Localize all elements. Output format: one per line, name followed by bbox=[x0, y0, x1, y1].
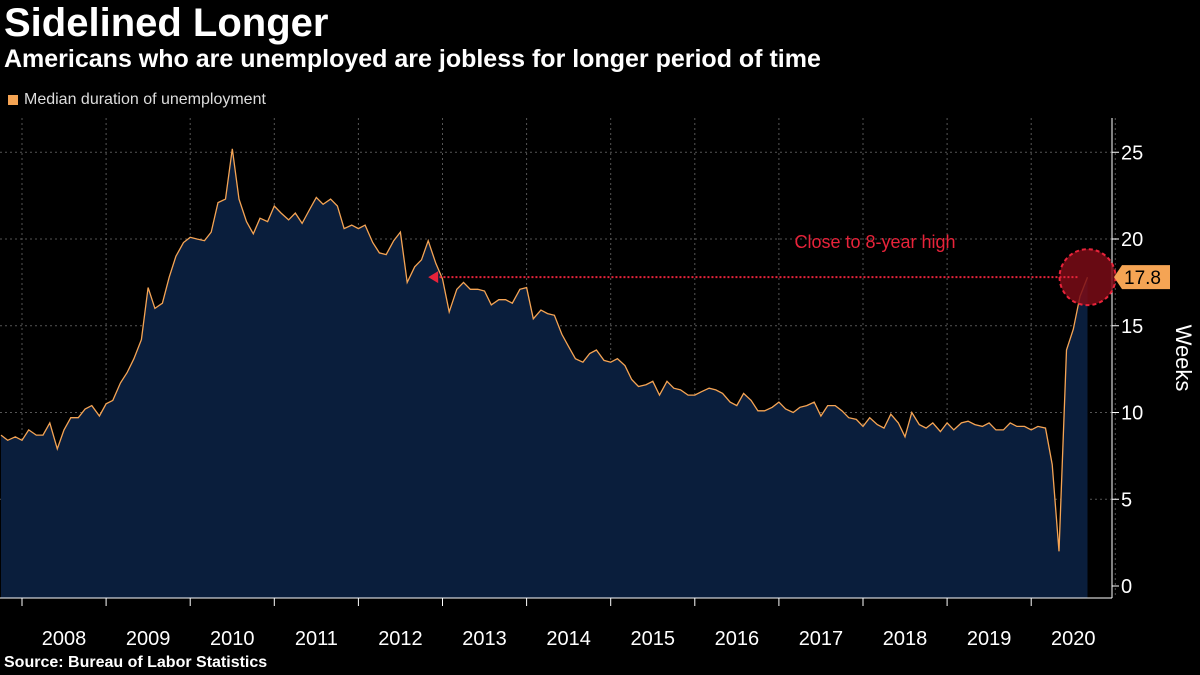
y-tick-label: 0 bbox=[1121, 576, 1132, 598]
x-tick-label: 2008 bbox=[42, 628, 87, 650]
annotations: Close to 8-year high 17.8 bbox=[428, 232, 1170, 307]
x-tick-label: 2011 bbox=[295, 628, 338, 650]
x-tick-label: 2009 bbox=[126, 628, 171, 650]
x-tick-label: 2014 bbox=[546, 628, 591, 650]
x-tick-label: 2012 bbox=[378, 628, 423, 650]
annotation-text: Close to 8-year high bbox=[794, 232, 955, 252]
x-tick-label: 2020 bbox=[1051, 628, 1096, 650]
series-area bbox=[1, 148, 1088, 599]
y-tick-label: 5 bbox=[1121, 489, 1132, 511]
x-tick-label: 2013 bbox=[462, 628, 507, 650]
annotation-arrowhead bbox=[428, 271, 439, 284]
x-tick-label: 2017 bbox=[799, 628, 844, 650]
x-tick-label: 2016 bbox=[715, 628, 760, 650]
x-tick-label: 2018 bbox=[883, 628, 928, 650]
y-tick-label: 10 bbox=[1121, 403, 1143, 425]
last-value-box bbox=[1114, 265, 1170, 290]
series-line bbox=[0, 148, 1089, 552]
source-note: Source: Bureau of Labor Statistics bbox=[4, 654, 268, 671]
y-axis-label: Weeks bbox=[1171, 325, 1196, 392]
y-tick-label: 25 bbox=[1121, 142, 1143, 164]
legend: Median duration of unemployment bbox=[8, 90, 266, 110]
x-tick-label: 2015 bbox=[631, 628, 676, 650]
chart-title: Sidelined Longer bbox=[4, 1, 329, 45]
chart-subtitle: Americans who are unemployed are jobless… bbox=[4, 45, 821, 73]
legend-swatch bbox=[8, 95, 18, 105]
last-value-callout: 17.8 bbox=[1114, 265, 1170, 290]
legend-label: Median duration of unemployment bbox=[24, 91, 266, 108]
x-tick-label: 2019 bbox=[967, 628, 1012, 650]
axes: 0 5 10 15 20 25 2008 2009 2010 2011 2012 2013 2014 20… bbox=[0, 118, 1196, 650]
y-tick-label: 15 bbox=[1121, 316, 1143, 338]
last-value-label: 17.8 bbox=[1124, 268, 1161, 289]
x-tick-label: 2010 bbox=[210, 628, 255, 650]
y-tick-label: 20 bbox=[1121, 229, 1143, 251]
